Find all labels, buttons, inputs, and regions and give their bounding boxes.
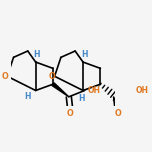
Text: H: H	[24, 92, 31, 101]
Text: O: O	[49, 72, 56, 81]
Text: H: H	[34, 50, 40, 59]
Text: H: H	[79, 94, 85, 104]
Text: OH: OH	[135, 86, 148, 95]
Text: O: O	[114, 109, 121, 118]
Text: O: O	[67, 109, 74, 118]
Text: H: H	[81, 50, 87, 59]
Polygon shape	[52, 83, 69, 97]
Text: O: O	[2, 72, 8, 81]
Text: OH: OH	[88, 86, 101, 95]
